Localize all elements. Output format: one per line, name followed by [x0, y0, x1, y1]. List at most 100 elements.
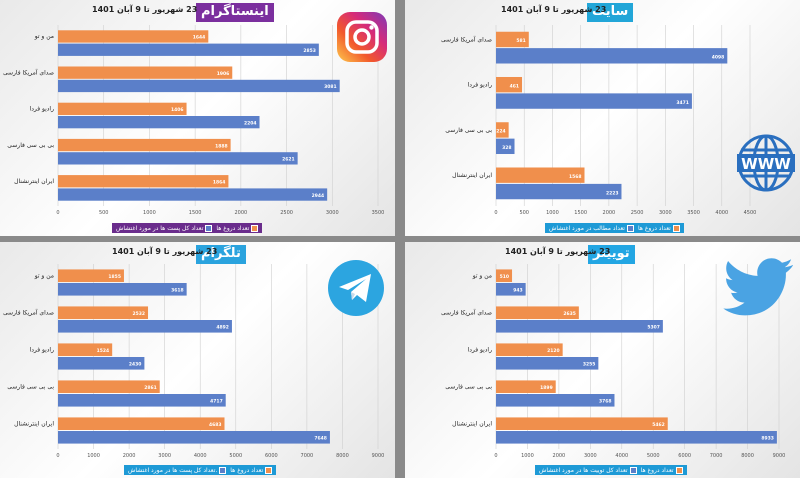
bar-lies [58, 138, 231, 152]
data-label: 7648 [314, 436, 327, 442]
bar-total [58, 116, 260, 129]
bar-total [496, 283, 526, 296]
twitter-subtitle: 23 شهریور تا 9 آبان 1401 [505, 247, 611, 256]
category-label: ایران اینترنشنال [14, 178, 54, 185]
category-label: بی بی سی فارسی [445, 127, 492, 134]
data-label: 2120 [547, 348, 560, 354]
data-label: 1864 [213, 179, 226, 185]
category-label: ایران اینترنشنال [452, 172, 492, 179]
svg-text:WWW: WWW [741, 155, 791, 173]
bar-lies [58, 66, 233, 79]
category-label: بی بی سی فارسی [445, 383, 492, 390]
twitter-legend-total: تعداد کل توییت ها در مورد اغتشاش [539, 466, 637, 474]
x-tick-label: 4500 [744, 210, 757, 216]
x-tick-label: 0 [494, 210, 497, 216]
x-tick-label: 0 [56, 210, 59, 216]
site-panel: 0 500 1000 1500 2000 2500 3000 3500 4000 4500 صدای… [405, 0, 800, 236]
data-label: 4683 [209, 422, 222, 428]
x-tick-label: 4000 [715, 210, 728, 216]
instagram-legend: تعداد کل پست ها در مورد اغتشاش تعداد درو… [112, 223, 263, 233]
x-tick-label: 9000 [372, 453, 385, 459]
category-label: من و تو [472, 272, 492, 279]
data-label: 943 [513, 288, 522, 294]
legend-label: تعداد مطالب در مورد اغتشاش [549, 224, 625, 232]
data-label: 1888 [215, 143, 228, 149]
category-label: رادیو فردا [468, 82, 493, 89]
data-label: 4892 [216, 325, 229, 331]
category-label: صدای آمریکا فارسی [441, 307, 492, 316]
x-tick-label: 3000 [326, 210, 339, 216]
x-tick-label: 2000 [234, 210, 247, 216]
bar-total [58, 188, 328, 201]
legend-swatch-blue [629, 466, 637, 474]
site-chart: 0 500 1000 1500 2000 2500 3000 3500 4000 4500 صدای… [441, 25, 757, 216]
bar-lies [58, 102, 187, 115]
category-label: ایران اینترنشنال [452, 420, 492, 427]
data-label: 510 [500, 274, 509, 280]
category-label: بی بی سی فارسی [7, 383, 54, 390]
data-label: 1899 [540, 385, 553, 391]
bar-lies [58, 30, 209, 43]
data-label: 4717 [210, 399, 223, 405]
x-tick-label: 0 [494, 453, 497, 459]
bar-total [58, 152, 298, 165]
site-title: سایت [587, 3, 634, 22]
x-tick-label: 4000 [615, 453, 628, 459]
x-tick-label: 3000 [659, 210, 672, 216]
category-label: رادیو فردا [468, 346, 493, 353]
bar-lies [496, 122, 509, 138]
bar-total [58, 431, 330, 444]
bar-total [58, 357, 145, 370]
x-tick-label: 1500 [574, 210, 587, 216]
data-label: 3618 [171, 288, 184, 294]
data-label: 581 [516, 38, 525, 44]
bar-lies [58, 417, 225, 430]
bar-total [58, 43, 319, 56]
bar-lies [58, 343, 113, 356]
x-tick-label: 3500 [372, 210, 385, 216]
data-label: 224 [496, 129, 505, 135]
x-tick-label: 2000 [553, 453, 566, 459]
twitter-chart: 0 1000 2000 3000 4000 5000 6000 7000 8000 9000 من … [441, 264, 785, 459]
category-label: صدای آمریکا فارسی [3, 67, 54, 76]
legend-swatch-orange [265, 466, 273, 474]
legend-label: تعداد دروغ ها [216, 224, 250, 232]
x-tick-label: 1000 [521, 453, 534, 459]
site-legend-total: تعداد مطالب در مورد اغتشاش [549, 224, 634, 232]
x-tick-label: 8000 [741, 453, 754, 459]
telegram-icon [328, 260, 384, 316]
bar-total [58, 79, 340, 93]
category-label: صدای آمریکا فارسی [441, 34, 492, 43]
twitter-bird-icon [723, 258, 793, 316]
site-legend-lies: تعداد دروغ ها [637, 224, 680, 232]
category-label: صدای آمریکا فارسی [3, 307, 54, 316]
legend-label: تعداد دروغ ها [230, 466, 264, 474]
instagram-legend-lies: تعداد دروغ ها [216, 224, 259, 232]
category-label: رادیو فردا [30, 106, 55, 113]
legend-swatch-blue [205, 224, 213, 232]
bar-lies [496, 31, 529, 48]
category-label: ایران اینترنشنال [14, 420, 54, 427]
x-tick-label: 7000 [710, 453, 723, 459]
data-label: 4098 [712, 55, 725, 61]
data-label: 3471 [676, 100, 689, 106]
x-tick-label: 1000 [87, 453, 100, 459]
x-tick-label: 6000 [265, 453, 278, 459]
bar-lies [58, 306, 149, 319]
data-label: 2532 [132, 311, 145, 317]
data-label: 1568 [569, 174, 582, 180]
data-label: 1906 [217, 71, 230, 77]
x-tick-label: 3000 [584, 453, 597, 459]
x-tick-label: 0 [56, 453, 59, 459]
data-label: 2621 [282, 157, 295, 163]
bar-total [58, 320, 232, 333]
data-label: 2635 [563, 311, 576, 317]
bar-lies [58, 380, 160, 393]
legend-label: تعداد دروغ ها [637, 224, 671, 232]
x-tick-label: 7000 [301, 453, 314, 459]
telegram-legend: تعداد کل پست ها در مورد اغتشاش. تعداد در… [124, 465, 277, 475]
x-tick-label: 5000 [647, 453, 660, 459]
x-tick-label: 2500 [631, 210, 644, 216]
data-label: 2861 [144, 385, 157, 391]
data-label: 1644 [193, 35, 206, 41]
